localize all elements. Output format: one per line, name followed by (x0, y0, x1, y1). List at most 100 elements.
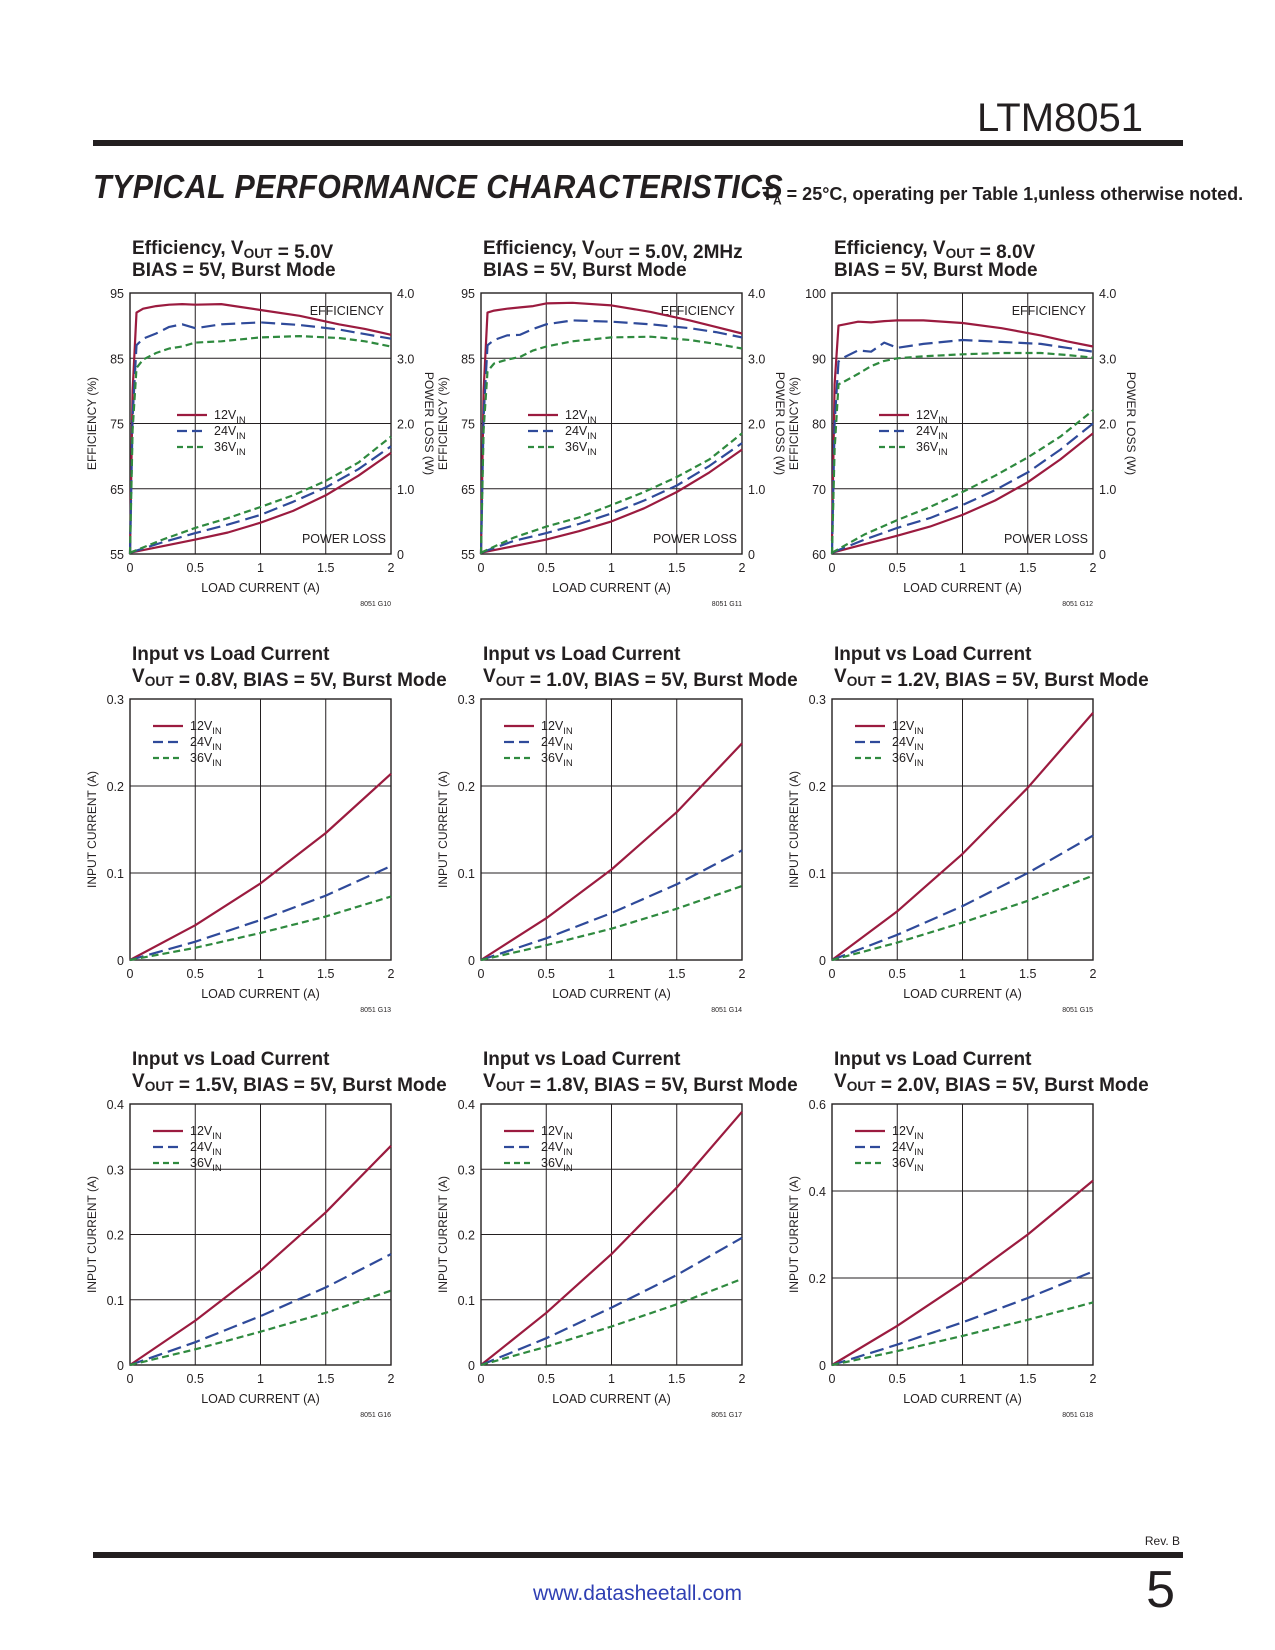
chart-title: Input vs Load Current (834, 644, 1032, 665)
x-tick-label: 1 (257, 967, 264, 981)
y-tick-label: 0.4 (107, 1098, 124, 1112)
x-tick-label: 1 (608, 1372, 615, 1386)
series-line-24v (480, 442, 743, 554)
x-tick-label: 1 (257, 561, 264, 575)
series-line-12v (129, 1145, 392, 1366)
x-tick-label: 0.5 (889, 1372, 906, 1386)
y-tick-label: 0.3 (107, 693, 124, 707)
x-tick-label: 0.5 (187, 967, 204, 981)
x-tick-label: 0 (478, 967, 485, 981)
x-tick-label: 1.5 (668, 561, 685, 575)
plot-frame (480, 698, 743, 961)
x-tick-label: 2 (388, 1372, 395, 1386)
chart-title: Input vs Load Current (483, 644, 681, 665)
x-tick-label: 0.5 (538, 561, 555, 575)
x-tick-label: 2 (1090, 967, 1097, 981)
y2-axis-label: POWER LOSS (W) (422, 372, 436, 475)
y-tick-label: 0.6 (809, 1098, 826, 1112)
note-text: = 25°C, operating per Table 1,unless oth… (781, 184, 1244, 204)
y-axis-label: EFFICIENCY (%) (436, 377, 450, 470)
y-tick-label: 0 (468, 954, 475, 968)
y2-tick-label: 0 (748, 548, 755, 562)
x-tick-label: 1 (959, 1372, 966, 1386)
series-line-24v (129, 864, 392, 962)
y2-axis-label: POWER LOSS (W) (773, 372, 787, 475)
legend-label-12v: 12VIN (541, 719, 573, 737)
series-line-24v (480, 1236, 743, 1367)
chart-subtitle: BIAS = 5V, Burst Mode (834, 260, 1038, 281)
y-tick-label: 75 (461, 418, 475, 432)
chart-title: Input vs Load Current (132, 644, 330, 665)
y-tick-label: 0.3 (809, 693, 826, 707)
y-tick-label: 0.1 (107, 1294, 124, 1308)
figure-code: 8051 G13 (360, 1007, 391, 1014)
plot-frame (129, 292, 392, 555)
plot-frame (129, 1103, 392, 1366)
y2-tick-label: 1.0 (1099, 483, 1116, 497)
y-axis-label: INPUT CURRENT (A) (787, 1176, 801, 1293)
plot-frame (129, 698, 392, 961)
plot-frame (480, 1103, 743, 1366)
series-line-36v (831, 1301, 1094, 1367)
y-tick-label: 70 (812, 483, 826, 497)
y-tick-label: 0 (819, 1359, 826, 1373)
series-line-24v (129, 1253, 392, 1367)
y-axis-label: INPUT CURRENT (A) (436, 771, 450, 888)
y-tick-label: 0.1 (458, 1294, 475, 1308)
legend-label-24v: 24VIN (541, 1140, 573, 1158)
legend-label-36v: 36VIN (892, 751, 924, 769)
x-tick-label: 2 (739, 967, 746, 981)
series-line-12v (128, 303, 392, 555)
y2-tick-label: 3.0 (397, 352, 414, 366)
series-line-36v (480, 884, 743, 962)
legend-label-36v: 36VIN (541, 751, 573, 769)
header-rule (93, 140, 1183, 146)
x-tick-label: 0.5 (538, 967, 555, 981)
legend-label-24v: 24VIN (916, 424, 948, 442)
x-tick-label: 0.5 (187, 561, 204, 575)
x-axis-label: LOAD CURRENT (A) (552, 987, 671, 1001)
y-axis-label: INPUT CURRENT (A) (436, 1176, 450, 1293)
y-tick-label: 0.2 (809, 780, 826, 794)
footer-rule (93, 1552, 1183, 1558)
note-prefix: T (762, 184, 773, 204)
figure-code: 8051 G10 (360, 601, 391, 608)
x-tick-label: 0 (478, 1372, 485, 1386)
y-tick-label: 0.2 (458, 780, 475, 794)
x-tick-label: 2 (739, 1372, 746, 1386)
y-tick-label: 65 (110, 483, 124, 497)
series-line-12v (830, 319, 1094, 542)
figure-code: 8051 G17 (711, 1412, 742, 1419)
y-tick-label: 0.2 (107, 780, 124, 794)
figure-code: 8051 G12 (1062, 601, 1093, 608)
y-tick-label: 75 (110, 418, 124, 432)
chart-subtitle: VOUT = 1.2V, BIAS = 5V, Burst Mode (834, 666, 1149, 691)
legend-label-24v: 24VIN (892, 1140, 924, 1158)
figure-code: 8051 G18 (1062, 1412, 1093, 1419)
chart-subtitle: VOUT = 0.8V, BIAS = 5V, Burst Mode (132, 666, 447, 691)
series-line-12v (480, 742, 743, 961)
y2-tick-label: 4.0 (1099, 287, 1116, 301)
x-tick-label: 0.5 (889, 561, 906, 575)
series-line-36v (480, 1277, 743, 1367)
y-tick-label: 0.2 (458, 1229, 475, 1243)
y-tick-label: 95 (110, 287, 124, 301)
y2-tick-label: 2.0 (748, 418, 765, 432)
x-tick-label: 1.5 (1019, 1372, 1036, 1386)
legend-label-24v: 24VIN (190, 735, 222, 753)
chart-title: Efficiency, VOUT = 8.0V (834, 238, 1036, 263)
legend-label-36v: 36VIN (565, 440, 597, 458)
x-axis-label: LOAD CURRENT (A) (201, 581, 320, 595)
footer-url[interactable]: www.datasheetall.com (533, 1582, 742, 1605)
y-tick-label: 85 (110, 352, 124, 366)
y-tick-label: 60 (812, 548, 826, 562)
chart-subtitle: BIAS = 5V, Burst Mode (132, 260, 336, 281)
y-tick-label: 65 (461, 483, 475, 497)
plot-frame (831, 1103, 1094, 1366)
